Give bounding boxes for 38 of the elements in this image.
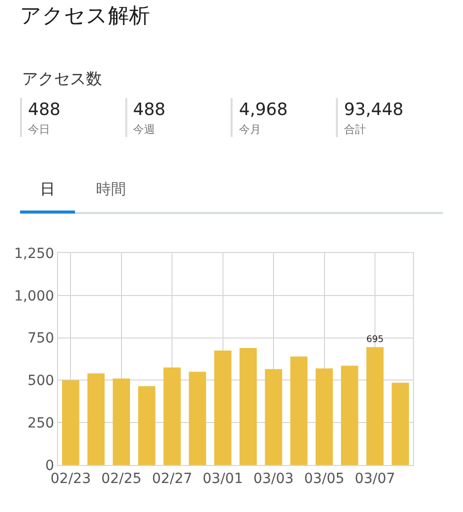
- text: 時間: [96, 180, 126, 198]
- x-tick-label: 02/25: [101, 470, 142, 487]
- text: 今月: [239, 123, 261, 136]
- x-tick-label: 02/27: [152, 470, 192, 487]
- chart-title: アクセス解析: [20, 4, 150, 28]
- bar: [138, 386, 156, 465]
- bar: [290, 356, 308, 465]
- text: 488: [28, 100, 60, 120]
- x-tick-label: 03/01: [202, 470, 243, 487]
- bar: [87, 373, 105, 465]
- y-tick-label: 750: [27, 330, 54, 347]
- bar: [392, 382, 409, 465]
- y-tick-label: 500: [27, 373, 54, 390]
- x-tick-label: 03/05: [304, 470, 344, 487]
- bar: [188, 372, 206, 465]
- bar: [340, 366, 358, 465]
- text: 合計: [344, 123, 366, 136]
- data-label: 695: [366, 334, 384, 345]
- bar: [366, 347, 384, 465]
- bar: [214, 350, 232, 465]
- bar: [112, 378, 130, 465]
- text: 4,968: [239, 100, 288, 120]
- chart-subtitle: アクセス数: [22, 69, 102, 88]
- bar: [62, 380, 80, 465]
- text: 488: [133, 100, 166, 120]
- text: 日: [40, 180, 55, 198]
- x-tick-label: 03/07: [354, 470, 396, 487]
- bar: [240, 348, 257, 465]
- bar: [316, 368, 333, 465]
- bar: [163, 367, 181, 465]
- bar: [264, 369, 282, 465]
- x-tick-label: 03/03: [253, 470, 294, 487]
- y-tick-label: 1,250: [14, 246, 54, 262]
- text: 93,448: [344, 100, 404, 120]
- y-tick-label: 250: [27, 416, 54, 432]
- text: 今日: [28, 123, 50, 136]
- text: 今週: [133, 123, 155, 136]
- y-tick-label: 1,000: [14, 288, 54, 304]
